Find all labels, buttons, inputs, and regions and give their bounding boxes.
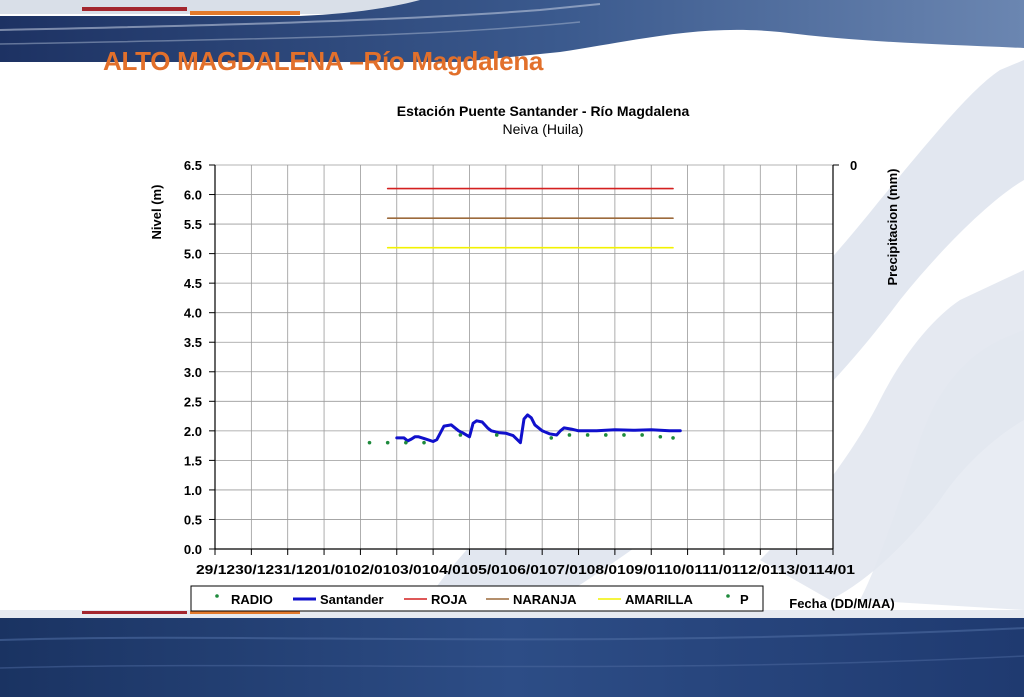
y2-axis-title: Precipitacion (mm)	[885, 168, 900, 285]
series-p-point	[422, 440, 426, 445]
series-p-point	[549, 436, 554, 440]
y-tick-label: 2.0	[184, 424, 202, 439]
header-band	[0, 0, 1024, 62]
footer-accent-red	[82, 611, 187, 614]
series-p-point	[367, 440, 372, 445]
series-santander-line	[395, 413, 682, 445]
y-tick-label: 5.0	[184, 247, 202, 262]
series-p-point	[658, 434, 663, 439]
series-p-point	[494, 433, 499, 437]
tick-labels: 0.0 0.5 1.0 1.5 2.0 2.5 3.0 3.5 4.0 4.5 5.0 5.5 6.0 6…	[184, 158, 857, 577]
y-tick-label: 1.5	[184, 453, 202, 468]
chart-title: Estación Puente Santander - Río Magdalen…	[397, 103, 690, 119]
series-p-point	[640, 433, 644, 437]
legend-label-amarilla: AMARILLA	[625, 592, 693, 607]
x-tick-labels: 29/1230/1231/1201/0102/0103/0104/0105/01…	[196, 562, 855, 577]
y-tick-label: 4.0	[184, 306, 202, 321]
legend-label-radio: RADIO	[231, 592, 273, 607]
y-tick-label: 6.0	[184, 188, 202, 203]
y-axis-title: Nivel (m)	[149, 185, 164, 240]
y-tick-label: 5.5	[184, 217, 202, 232]
header-accent-orange	[190, 11, 300, 15]
series-p-point	[671, 436, 675, 440]
y-tick-label: 3.0	[184, 365, 202, 380]
y-tick-label: 3.5	[184, 335, 202, 350]
legend-label-roja: ROJA	[431, 592, 468, 607]
header-accent-red	[82, 7, 187, 11]
legend-label-santander: Santander	[320, 592, 384, 607]
legend-label-naranja: NARANJA	[513, 592, 577, 607]
y-tick-label: 0.5	[184, 512, 202, 527]
series-p-point	[385, 440, 390, 445]
legend-box	[190, 585, 764, 612]
chart: 0.0 0.5 1.0 1.5 2.0 2.5 3.0 3.5 4.0 4.5 5.0 5.5 6.0 6…	[149, 103, 900, 612]
legend-swatch-p	[726, 594, 730, 598]
y-tick-label: 0.0	[184, 542, 202, 557]
series-p-point	[567, 433, 572, 437]
series-p-point	[585, 433, 590, 437]
chart-subtitle: Neiva (Huila)	[503, 121, 584, 137]
footer-band	[0, 610, 1024, 697]
series-p-point	[622, 433, 626, 437]
y-tick-label: 4.5	[184, 276, 202, 291]
series-p-point	[404, 440, 408, 445]
plot-area	[215, 165, 833, 549]
grid	[215, 164, 833, 549]
y2-tick-label: 0	[850, 158, 857, 173]
legend-swatch-radio	[215, 594, 219, 598]
series-p-point	[458, 433, 463, 437]
series-layer	[367, 187, 682, 445]
x-axis-title: Fecha (DD/M/AA)	[789, 596, 894, 611]
y-tick-label: 6.5	[184, 158, 202, 173]
y-tick-label: 2.5	[184, 394, 202, 409]
legend: RADIO Santander ROJA NARANJA AMARILLA P	[215, 592, 749, 607]
legend-label-p: P	[740, 592, 749, 607]
y-tick-label: 1.0	[184, 483, 202, 498]
axes	[209, 164, 839, 555]
slide-title: ALTO MAGDALENA –Río Magdalena	[103, 46, 544, 76]
series-p-point	[603, 433, 608, 437]
footer-accent-orange	[190, 611, 300, 614]
